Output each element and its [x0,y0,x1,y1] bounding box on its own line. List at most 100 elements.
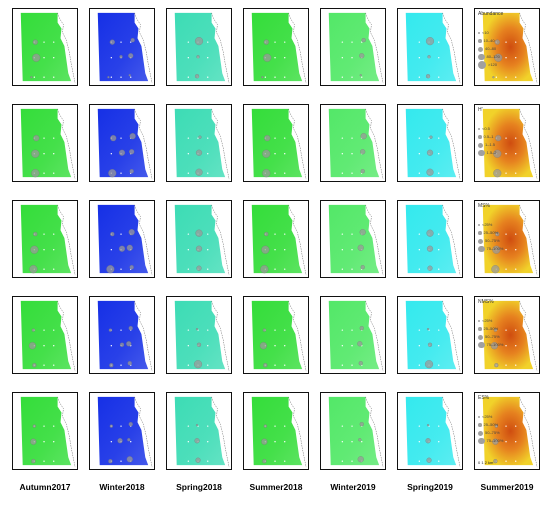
sample-circle [31,169,40,178]
sample-circle [32,424,36,428]
coastline [519,204,538,276]
sample-circle [130,38,135,43]
station-point [495,76,498,78]
station-point [428,137,430,139]
coastline [519,108,538,180]
map-panel-e-2 [166,392,232,470]
legend-dot [478,416,480,418]
sample-circle [264,135,271,142]
legend-dot [478,135,482,139]
station-point [120,233,122,235]
legend-title: MS% [478,203,490,209]
legend-item-label: 75–100% [486,342,504,347]
map-panel-e-4 [320,392,386,470]
map-svg [328,108,384,180]
station-point [351,172,353,174]
sample-circle [495,135,502,142]
coastline [134,108,153,180]
station-point [53,460,55,462]
map-region [20,300,72,370]
map-region [482,12,534,82]
map-panel-b-3 [243,104,309,182]
station-point [274,441,276,443]
station-point [341,57,344,59]
station-point [418,441,421,443]
map-region [97,300,149,370]
station-point [351,460,353,462]
sample-circle [427,265,433,271]
station-point [515,137,517,139]
coastline [365,108,384,180]
map-panel-c-2 [166,200,232,278]
legend-item-label: <10 [482,30,489,35]
station-point [438,172,440,174]
sample-circle [426,424,430,427]
station-point [505,233,507,235]
map-svg [174,300,230,372]
station-point [418,329,421,331]
map-region [482,396,534,466]
station-point [505,268,507,270]
station-point [505,345,507,347]
legend-item-label: 1.5–2 [486,150,497,155]
col-label-1: Winter2018 [99,482,145,492]
station-point [274,137,276,139]
sample-circle [425,74,431,79]
legend-dot [478,245,485,253]
station-point [341,364,344,366]
legend-item-label: 0.5–1 [483,134,494,139]
map-svg [97,108,153,180]
station-point [505,153,507,155]
sample-circle [33,135,40,142]
station-point [351,441,353,443]
sample-circle [426,328,430,331]
legend-item: 25–50% [478,421,503,429]
map-svg [405,12,461,84]
coastline [442,300,461,372]
sample-circle [263,53,272,62]
map-panel-a-6: Abundance <10 10–40 40–80 80–120 >120 [474,8,540,86]
sample-circle [195,328,199,331]
map-panel-c-1 [89,200,155,278]
col-label-5: Spring2019 [407,482,453,492]
station-point [274,329,276,331]
station-point [43,249,45,251]
station-point [284,137,286,139]
station-point [351,57,353,59]
sample-circle [119,55,123,59]
station-point [341,233,344,235]
sample-circle [194,37,204,46]
coastline [442,396,461,468]
station-point [207,268,209,270]
station-point [438,76,440,78]
map-svg [405,204,461,276]
legend-dot [478,430,483,436]
map-panel-b-4 [320,104,386,182]
station-point [43,268,45,270]
coastline [211,396,230,468]
station-point [130,41,132,43]
station-point [207,137,209,139]
station-point [187,57,190,59]
station-point [207,41,209,43]
map-region [405,204,457,274]
coastline [134,12,153,84]
legend-dot [478,142,483,148]
station-point [515,364,517,366]
station-point [187,268,190,270]
sample-circle [263,39,269,45]
map-region [20,108,72,178]
map-region [20,12,72,82]
legend-title: Abundance [478,11,504,17]
station-point [110,345,113,347]
legend-item-label: 50–75% [485,430,500,435]
legend-item: 50–75% [478,333,503,341]
sample-circle [262,169,271,178]
station-point [187,364,190,366]
sample-circle [107,76,110,79]
station-point [438,345,440,347]
legend-item-label: <25% [482,222,493,227]
station-point [341,137,344,139]
map-svg [328,300,384,372]
sample-circle [195,245,203,252]
